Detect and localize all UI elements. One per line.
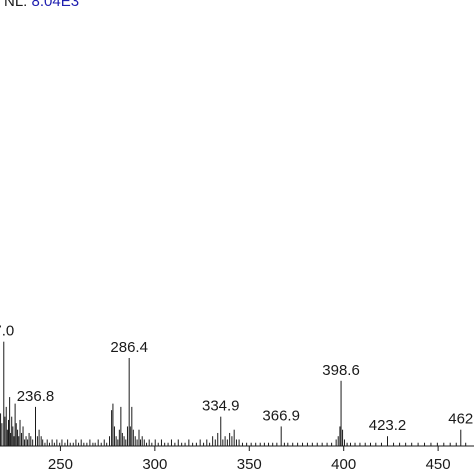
peak-label: 423.2: [369, 417, 407, 434]
nl-readout: NL: 8.04E3: [4, 0, 79, 10]
peak-labels-layer: 7.0 236.8 286.4 334.9 366.9 398.6 423.2 462: [0, 323, 473, 435]
peak-label: 398.6: [322, 362, 360, 379]
x-tick-label: 450: [426, 456, 451, 473]
x-tick-label: 300: [142, 456, 167, 473]
peak-label: 366.9: [262, 407, 300, 424]
peak-label: 286.4: [110, 339, 148, 356]
peak-label: 236.8: [17, 388, 55, 405]
peak-label: 7.0: [0, 323, 14, 340]
x-tick-label: 400: [331, 456, 356, 473]
x-tick-label: 350: [237, 456, 262, 473]
peaks-layer: [0, 341, 467, 446]
x-tick-label: 250: [48, 456, 73, 473]
x-ticks-layer: 250 300 350 400 450: [48, 446, 451, 473]
nl-value: 8.04E3: [31, 0, 80, 10]
peak-label: 334.9: [202, 398, 240, 415]
nl-label: NL:: [4, 0, 28, 10]
peak-label: 462: [448, 411, 473, 428]
